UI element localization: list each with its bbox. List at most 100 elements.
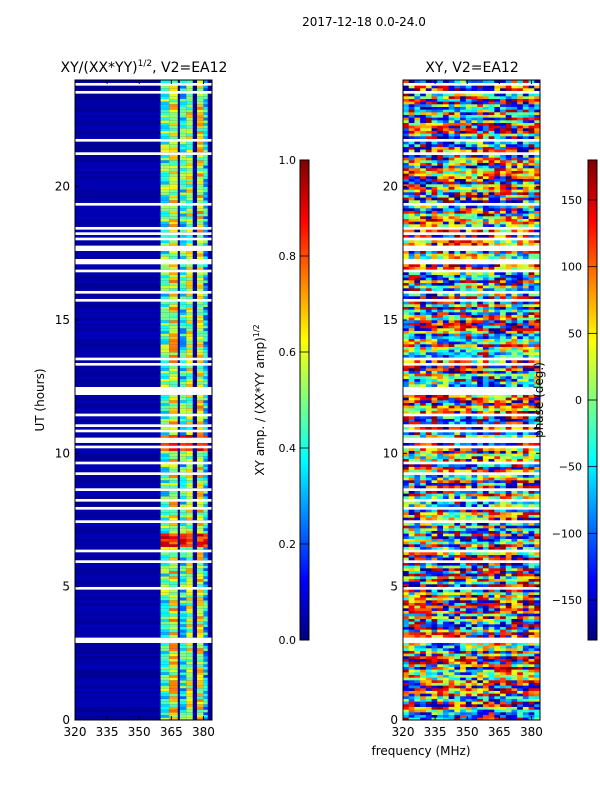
phase-cell <box>414 341 421 345</box>
phase-cell <box>403 354 410 358</box>
phase-cell <box>482 658 490 662</box>
phase-cell <box>460 701 467 705</box>
phase-cell <box>465 653 472 657</box>
phase-cell <box>437 266 444 270</box>
phase-cell <box>511 618 518 622</box>
phase-cell <box>482 346 490 350</box>
phase-cell <box>420 618 427 622</box>
amplitude-cell <box>160 109 170 113</box>
amplitude-cell <box>169 184 178 187</box>
amplitude-cell <box>203 557 208 561</box>
amplitude-cell <box>186 400 193 403</box>
amplitude-cell <box>186 208 193 211</box>
phase-cell <box>505 416 512 419</box>
phase-cell <box>517 546 524 550</box>
phase-cell <box>488 538 495 542</box>
phase-cell <box>408 474 415 478</box>
phase-cell <box>420 656 427 659</box>
amplitude-row <box>75 264 212 267</box>
phase-cell <box>454 274 461 278</box>
phase-cell <box>528 568 535 571</box>
phase-cell <box>425 296 432 299</box>
amplitude-cell <box>197 114 204 118</box>
phase-cell <box>465 509 472 513</box>
gap-row <box>403 445 540 449</box>
phase-cell <box>482 400 490 403</box>
amplitude-cell <box>160 632 170 635</box>
phase-cell <box>488 485 495 489</box>
phase-cell <box>437 538 444 542</box>
amplitude-cell <box>197 344 204 347</box>
phase-cell <box>505 648 512 651</box>
phase-cell <box>534 696 540 699</box>
phase-cell <box>454 613 461 617</box>
phase-cell <box>431 365 438 369</box>
phase-cell <box>528 384 535 387</box>
phase-cell <box>500 661 507 665</box>
phase-cell <box>488 496 495 499</box>
phase-cell <box>425 373 432 377</box>
phase-cell <box>465 546 472 550</box>
phase-cell <box>431 264 438 267</box>
phase-cell <box>522 280 529 283</box>
phase-cell <box>460 410 467 414</box>
phase-cell <box>431 373 438 377</box>
phase-cell <box>431 453 438 457</box>
phase-cell <box>414 274 421 278</box>
phase-cell <box>522 336 529 339</box>
amplitude-cell <box>160 536 170 539</box>
phase-cell <box>403 581 410 585</box>
phase-cell <box>494 514 501 518</box>
amplitude-cell <box>179 490 187 494</box>
amplitude-cell <box>179 565 187 569</box>
phase-cell <box>494 634 501 638</box>
phase-cell <box>431 480 438 483</box>
phase-cell <box>505 482 512 486</box>
amplitude-cell <box>179 378 187 382</box>
phase-cell <box>437 618 444 622</box>
phase-cell <box>420 418 427 422</box>
phase-cell <box>420 616 427 619</box>
phase-cell <box>437 338 444 342</box>
phase-cell <box>414 624 421 627</box>
phase-cell <box>522 405 529 409</box>
phase-cell <box>454 685 461 689</box>
phase-cell <box>534 466 540 470</box>
phase-cell <box>517 589 524 593</box>
phase-cell <box>522 277 529 281</box>
phase-cell <box>408 384 415 387</box>
phase-cell <box>528 554 535 558</box>
amplitude-cell <box>160 242 170 246</box>
amplitude-cell <box>203 453 208 457</box>
amplitude-row <box>75 200 212 203</box>
phase-cell <box>408 416 415 419</box>
amplitude-cell <box>179 666 187 670</box>
phase-cell <box>420 592 427 595</box>
phase-cell <box>494 381 501 385</box>
phase-cell <box>517 573 524 577</box>
phase-cell <box>448 293 455 297</box>
phase-cell <box>494 432 501 435</box>
phase-cell <box>414 546 421 550</box>
phase-cell <box>494 618 501 622</box>
phase-cell <box>494 688 501 691</box>
amplitude-cell <box>160 325 170 329</box>
phase-cell <box>477 432 484 435</box>
phase-cell <box>517 661 524 665</box>
amplitude-cell <box>160 557 170 561</box>
phase-cell <box>471 394 478 398</box>
amplitude-cell <box>169 421 178 425</box>
phase-cell <box>425 530 432 534</box>
amplitude-cell <box>179 450 187 454</box>
amplitude-cell <box>160 677 170 681</box>
phase-cell <box>420 706 427 710</box>
phase-cell <box>454 573 461 577</box>
phase-cell <box>517 368 524 371</box>
phase-cell <box>482 552 490 555</box>
amplitude-cell <box>197 466 204 470</box>
phase-cell <box>442 533 450 537</box>
phase-cell <box>471 538 478 542</box>
phase-cell <box>522 680 529 683</box>
phase-cell <box>431 565 438 569</box>
phase-cell <box>528 280 535 283</box>
